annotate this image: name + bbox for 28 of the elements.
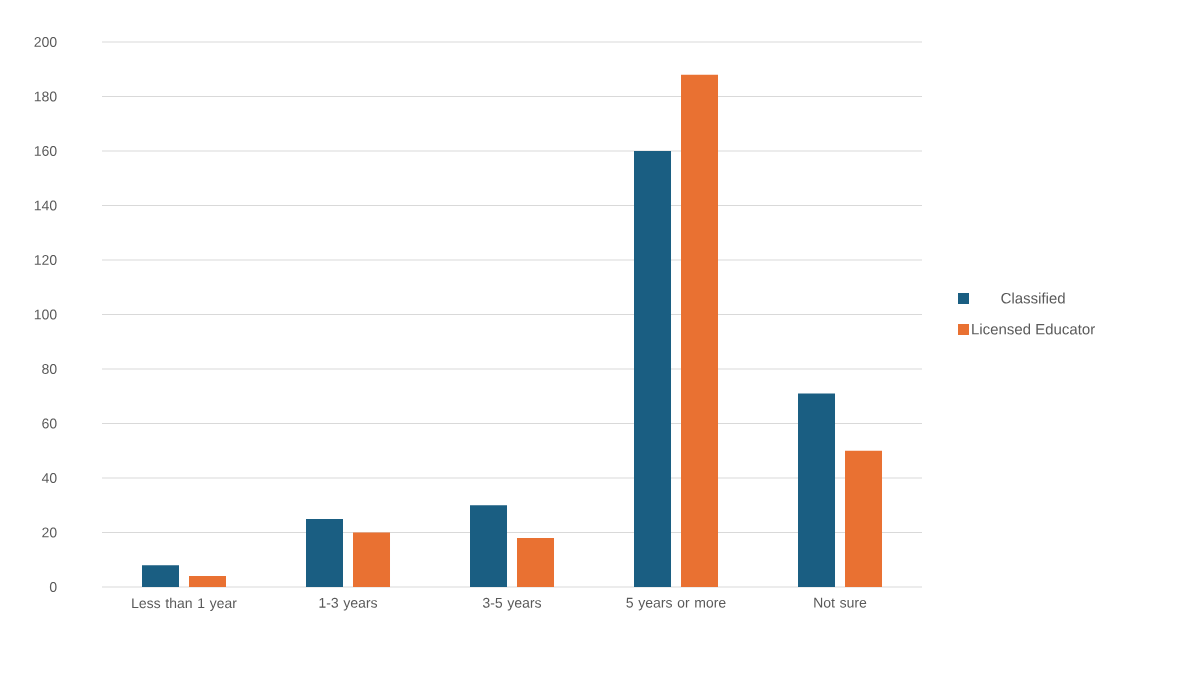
y-tick-label: 0	[49, 582, 57, 592]
bar	[353, 532, 390, 587]
y-tick-label: 40	[41, 473, 57, 483]
y-tick-label: 160	[34, 146, 57, 156]
bar	[517, 537, 554, 587]
y-tick-label: 60	[42, 418, 57, 429]
legend-label: Classified	[1001, 292, 1065, 304]
y-tick-label: 100	[34, 309, 57, 320]
x-tick-label: Less than 1 year	[132, 597, 237, 611]
y-tick-label: 140	[34, 200, 57, 211]
bar	[189, 576, 226, 587]
x-tick-label: Not sure	[814, 597, 867, 608]
y-tick-label: 180	[34, 91, 57, 102]
y-tick-label: 200	[34, 37, 57, 47]
bar	[681, 74, 719, 587]
bar	[634, 151, 672, 587]
bar	[470, 505, 507, 587]
y-tick-label: 120	[34, 255, 57, 265]
legend-label: Licensed Educator	[972, 323, 1095, 335]
bar	[798, 393, 836, 587]
y-tick-label: 20	[42, 527, 57, 538]
x-tick-label: 5 years or more	[626, 597, 726, 611]
bar	[142, 565, 179, 587]
x-tick-label: 3-5 years	[482, 597, 542, 611]
bar	[845, 450, 883, 587]
x-tick-label: 1-3 years	[319, 597, 378, 611]
bar	[306, 518, 343, 587]
y-tick-label: 80	[42, 364, 57, 374]
